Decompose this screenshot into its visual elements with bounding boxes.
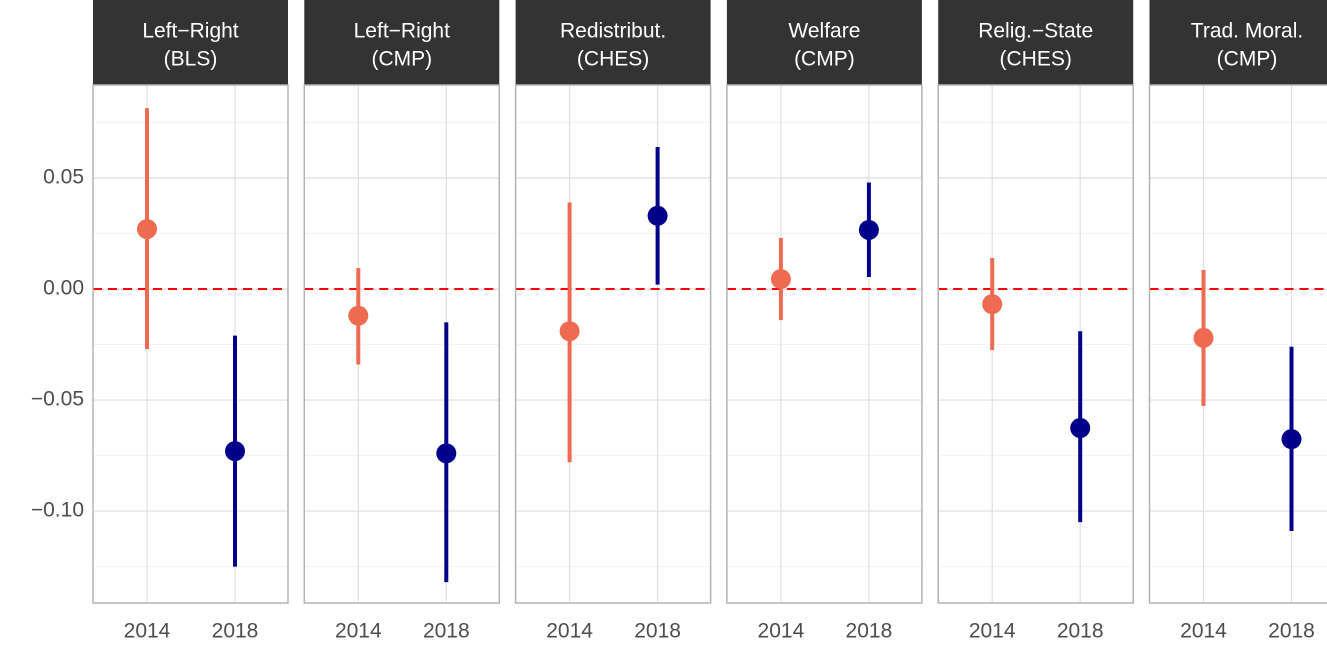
strip-subtitle: (CMP) <box>371 48 432 71</box>
x-tick-label: 2014 <box>335 620 382 643</box>
panel-border <box>937 84 1134 604</box>
x-tick-label: 2014 <box>546 620 593 643</box>
panel: Left−Right (CMP) 2014 2018 <box>303 0 501 643</box>
x-tick-label: 2018 <box>423 620 470 643</box>
y-tick-label: 0.05 <box>43 166 84 189</box>
strip-subtitle: (CMP) <box>794 48 855 71</box>
point <box>858 219 879 240</box>
strip-title: Left−Right <box>142 20 238 43</box>
x-tick-label: 2018 <box>1057 620 1104 643</box>
point <box>647 205 668 226</box>
panel: Redistribut. (CHES) 2014 2018 <box>514 0 712 643</box>
panel: Relig.−State (CHES) 2014 2018 <box>937 0 1134 643</box>
strip-title: Relig.−State <box>978 20 1093 43</box>
panel: Left−Right (BLS) 2014 2018 0.05 0.00 −0.05 −0.1… <box>31 0 289 643</box>
strip-title: Left−Right <box>354 20 450 43</box>
point <box>137 219 157 240</box>
x-tick-label: 2018 <box>212 620 259 643</box>
strip <box>938 0 1134 85</box>
strip-subtitle: (CHES) <box>1000 48 1072 71</box>
x-tick-label: 2018 <box>1268 620 1315 643</box>
y-tick-label: −0.10 <box>31 499 84 522</box>
panel-border <box>92 84 289 604</box>
strip <box>1149 0 1327 85</box>
x-tick-label: 2014 <box>969 620 1016 643</box>
x-tick-label: 2018 <box>634 620 681 643</box>
x-tick-label: 2014 <box>758 620 805 643</box>
point <box>1070 418 1091 439</box>
x-tick-label: 2014 <box>124 620 171 643</box>
panel-border <box>514 84 712 604</box>
point <box>559 321 580 342</box>
strip <box>304 0 500 85</box>
point <box>1281 429 1302 450</box>
strip-title: Trad. Moral. <box>1191 20 1303 43</box>
strip <box>515 0 711 85</box>
panel-border <box>303 84 501 604</box>
panel: Trad. Moral. (CMP) 2014 2018 <box>1148 0 1327 643</box>
strip-subtitle: (CHES) <box>577 48 649 71</box>
point <box>348 305 369 326</box>
point <box>982 294 1003 315</box>
strip <box>93 0 288 85</box>
strip-subtitle: (BLS) <box>164 48 218 71</box>
strip <box>726 0 922 85</box>
y-tick-label: 0.00 <box>43 277 84 300</box>
strip-title: Redistribut. <box>560 20 666 43</box>
panel-border <box>726 84 923 604</box>
point <box>1193 327 1214 348</box>
x-tick-label: 2018 <box>846 620 893 643</box>
x-tick-label: 2014 <box>1180 620 1227 643</box>
point <box>436 443 457 464</box>
panel: Welfare (CMP) 2014 2018 <box>726 0 923 643</box>
strip-title: Welfare <box>788 20 860 43</box>
panel-border <box>1148 84 1327 604</box>
point <box>225 441 245 462</box>
strip-subtitle: (CMP) <box>1217 48 1278 71</box>
point <box>770 269 791 290</box>
y-tick-label: −0.05 <box>31 388 84 411</box>
